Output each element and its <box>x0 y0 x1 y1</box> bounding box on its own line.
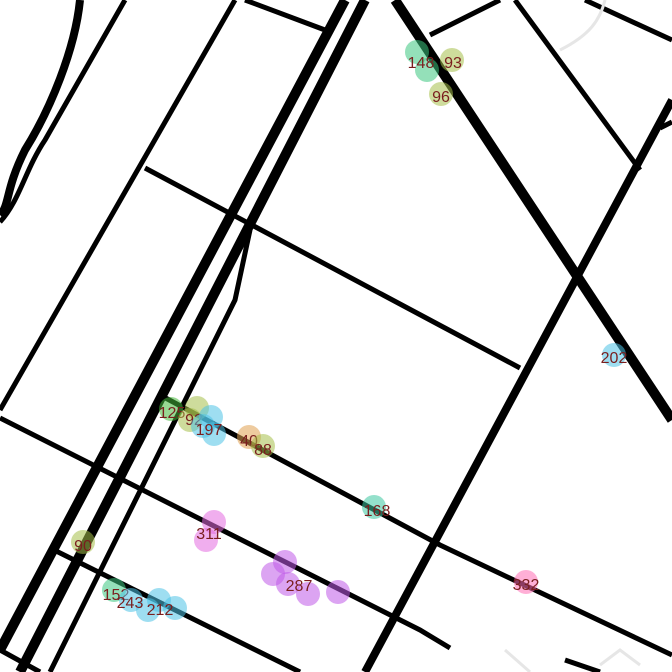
road-northeast-stub <box>583 0 672 43</box>
marker-dot[interactable] <box>326 580 350 604</box>
road-curved-highway <box>0 0 84 218</box>
marker-dot[interactable] <box>71 530 95 554</box>
marker-dot[interactable] <box>362 495 386 519</box>
marker-label: 197 <box>196 422 223 439</box>
road-diagonal-a <box>0 0 238 412</box>
marker-dot[interactable] <box>440 48 464 72</box>
marker-label: 90 <box>74 538 92 555</box>
road-faint-bottom-right <box>599 648 641 667</box>
map-marker[interactable]: 287 <box>261 550 350 606</box>
map-marker[interactable]: 96 <box>429 82 453 106</box>
road-curved-frontage <box>0 0 128 224</box>
road-long-diagonal <box>361 98 672 672</box>
map-marker[interactable]: 88 <box>251 434 275 459</box>
map-marker[interactable]: 90 <box>71 530 95 555</box>
marker-label: 148 <box>408 55 435 72</box>
map-marker[interactable]: 168 <box>362 495 390 520</box>
marker-label: 332 <box>513 577 540 594</box>
marker-dot[interactable] <box>514 570 538 594</box>
road-faint-top-right <box>559 0 607 52</box>
marker-dot[interactable] <box>191 414 215 438</box>
map-marker[interactable]: 332 <box>513 570 540 594</box>
road-northeast-diagonal <box>390 0 672 423</box>
map-marker[interactable]: 148 <box>405 40 439 82</box>
marker-label: 202 <box>601 350 628 367</box>
road-main-avenue-west <box>0 0 350 653</box>
marker-dot[interactable] <box>602 343 626 367</box>
marker-dot[interactable] <box>251 434 275 458</box>
marker-dot[interactable] <box>194 528 218 552</box>
road-cross-5 <box>0 647 42 672</box>
marker-dot[interactable] <box>163 596 187 620</box>
marker-label: 168 <box>364 503 391 520</box>
marker-dot[interactable] <box>429 82 453 106</box>
marker-label: 243 <box>117 595 144 612</box>
marker-dot[interactable] <box>202 510 226 534</box>
marker-label: 212 <box>147 602 174 619</box>
road-diagonal-b <box>47 229 253 672</box>
marker-dot[interactable] <box>415 58 439 82</box>
map-marker[interactable]: 197 <box>191 405 226 446</box>
road-bottom-right-stub <box>564 657 601 672</box>
road-north-diagonal-2 <box>512 0 643 172</box>
marker-dot[interactable] <box>405 40 429 64</box>
marker-label: 96 <box>432 89 450 106</box>
marker-label: 88 <box>254 442 272 459</box>
road-cross-3 <box>0 415 452 651</box>
marker-label: 311 <box>196 526 222 543</box>
map-marker[interactable]: 212 <box>147 588 187 620</box>
map-marker[interactable]: 202 <box>601 343 628 367</box>
marker-label: 93 <box>444 55 462 72</box>
map-marker[interactable]: 93 <box>440 48 464 72</box>
road-cross-2 <box>158 392 672 658</box>
road-top-right-street <box>428 0 502 38</box>
road-cross-1 <box>143 165 522 371</box>
road-top-street <box>244 0 326 33</box>
marker-layer: 1489396202125921974088168311902873321522… <box>71 40 627 622</box>
map-marker[interactable]: 311 <box>194 510 226 552</box>
marker-dot[interactable] <box>296 582 320 606</box>
road-main-avenue-east <box>15 0 370 672</box>
road-faint-bottom <box>504 648 531 672</box>
marker-dot[interactable] <box>159 397 183 421</box>
marker-dot[interactable] <box>276 572 300 596</box>
marker-label: 287 <box>286 578 313 595</box>
